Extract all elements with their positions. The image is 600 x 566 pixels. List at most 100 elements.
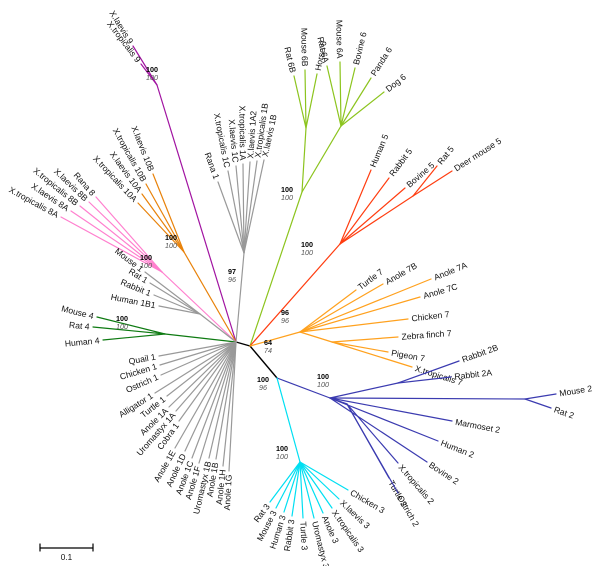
taxon-label: Rabbit 5: [387, 146, 414, 178]
bootstrap-value-bottom: 96: [228, 275, 236, 284]
bootstrap-value-top: 96: [281, 308, 289, 317]
taxon-label: Human 5: [368, 132, 391, 168]
branch-terminal: [166, 341, 237, 397]
taxon-label: Dog 6: [384, 72, 408, 94]
taxon-label: Anole 7A: [432, 260, 468, 282]
branch-terminal: [299, 461, 304, 519]
branch-terminal: [339, 61, 342, 127]
branch-internal: [156, 84, 237, 343]
scale-bar-label: 0.1: [61, 553, 73, 562]
bootstrap-value-top: 97: [228, 267, 236, 276]
branch-terminal: [242, 163, 245, 254]
branch-terminal: [215, 341, 237, 460]
taxon-label: Rana 1: [203, 151, 222, 181]
bootstrap-value-bottom: 96: [281, 316, 289, 325]
bootstrap-value-bottom: 100: [140, 261, 152, 270]
bootstrap-value-top: 100: [257, 375, 269, 384]
taxon-label: Anole 7C: [422, 281, 459, 301]
branch-internal: [249, 243, 341, 347]
bootstrap-value-bottom: 100: [116, 322, 128, 331]
taxon-label: Mouse 6B: [299, 28, 310, 67]
branch-terminal: [137, 202, 185, 253]
taxon-label: Anole 1H: [214, 469, 228, 505]
branch-terminal: [168, 341, 237, 408]
branch-terminal: [299, 461, 315, 519]
branch-terminal: [340, 91, 385, 127]
branch-terminal: [339, 169, 372, 245]
branch-terminal: [329, 397, 428, 463]
branch-terminal: [299, 296, 421, 333]
bootstrap-value-top: 100: [140, 253, 152, 262]
branch-terminal: [175, 341, 237, 412]
branch-terminal: [299, 461, 340, 500]
branch-terminal: [227, 170, 245, 254]
taxon-label: Rabbit 2A: [454, 367, 493, 381]
branch-terminal: [331, 341, 389, 353]
taxon-label: Deer mouse 5: [452, 136, 503, 174]
branch-internal: [329, 397, 526, 400]
branch-terminal: [208, 341, 237, 459]
taxon-label: Turtle 7: [356, 266, 385, 291]
branch-terminal: [95, 196, 163, 273]
branch-terminal: [305, 73, 318, 129]
branch-terminal: [412, 165, 438, 197]
bootstrap-value-bottom: 74: [264, 346, 272, 355]
branch-terminal: [191, 341, 237, 459]
branch-terminal: [331, 341, 413, 368]
branch-internal: [235, 341, 251, 347]
branch-terminal: [217, 181, 245, 254]
taxon-label: Ostrich 2: [395, 494, 421, 529]
branch-terminal: [132, 45, 158, 86]
branch-terminal: [178, 341, 237, 422]
branch-terminal: [153, 294, 201, 315]
taxon-label: Zebra finch 7: [401, 328, 452, 342]
branch-terminal: [293, 75, 307, 129]
taxon-label: Pigeon 7: [391, 348, 426, 364]
taxon-label: Rabbit 3: [282, 519, 297, 552]
branch-terminal: [243, 161, 251, 254]
branch-terminal: [326, 65, 342, 127]
branch-terminal: [243, 159, 265, 254]
bootstrap-value-top: 100: [146, 65, 158, 74]
branch-terminal: [346, 403, 399, 494]
branch-terminal: [299, 283, 384, 333]
taxon-label: Anole 1G: [222, 474, 234, 511]
branch-terminal: [299, 461, 324, 514]
branch-terminal: [159, 341, 237, 366]
bootstrap-value-top: 100: [165, 233, 177, 242]
branch-terminal: [141, 193, 185, 253]
branch-terminal: [339, 187, 406, 245]
taxon-label: Chicken 7: [411, 309, 450, 324]
taxon-label: Bovine 2: [427, 460, 461, 487]
branch-terminal: [291, 461, 301, 517]
branch-terminal: [102, 333, 166, 341]
branch-terminal: [79, 205, 163, 273]
branch-terminal: [340, 67, 356, 127]
branch-terminal: [275, 461, 301, 509]
branch-terminal: [397, 360, 460, 384]
branch-internal: [164, 333, 237, 343]
branch-terminal: [524, 393, 557, 400]
branch-terminal: [299, 318, 409, 333]
branch-terminal: [269, 461, 301, 503]
taxon-label: Marmoset 2: [455, 417, 502, 435]
branch-internal: [249, 191, 303, 347]
branch-internal: [299, 331, 333, 343]
branch-terminal: [329, 397, 453, 422]
bootstrap-value-top: 100: [281, 185, 293, 194]
taxon-label: Mouse 6A: [334, 20, 345, 59]
branch-terminal: [160, 341, 237, 376]
branch-terminal: [329, 397, 439, 442]
branch-terminal: [198, 341, 237, 464]
branch-terminal: [158, 305, 201, 315]
bootstrap-value-bottom: 100: [146, 73, 158, 82]
branch-terminal: [228, 341, 237, 472]
branch-terminal: [174, 341, 237, 449]
branch-terminal: [158, 341, 237, 357]
branch-terminal: [154, 341, 237, 394]
taxon-label: Turtle 3: [298, 521, 310, 551]
branch-terminal: [88, 201, 163, 273]
branch-terminal: [412, 170, 453, 197]
taxon-label: X.laevis 1C: [227, 119, 241, 163]
